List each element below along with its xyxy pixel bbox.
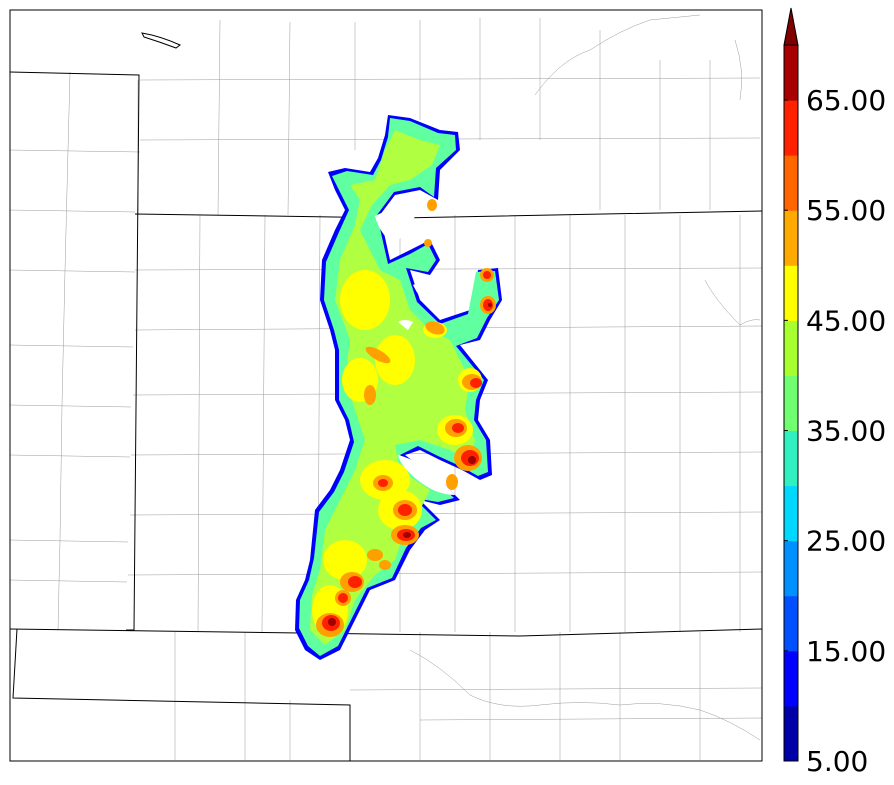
lake-outline [141,32,181,49]
colorbar-band [784,100,798,156]
colorbar-bands [784,45,798,762]
map-frame [9,9,763,762]
colorbar-band [784,705,798,762]
colorbar-tick-label: 25.00 [806,525,886,558]
colorbar-tick-label: 5.00 [806,745,868,778]
colorbar-tick-label: 45.00 [806,304,886,337]
colorbar-band [784,485,798,542]
colorbar-band [784,540,798,597]
reflectivity-field [295,115,502,660]
colorbar-band [784,320,798,376]
colorbar-frame [783,44,799,762]
colorbar-band [784,155,798,211]
colorbar-band [784,45,798,101]
colorbar-band [784,210,798,266]
colorbar-tick-label: 35.00 [806,415,886,448]
colorbar-tick-label: 15.00 [806,635,886,668]
colorbar-band [784,375,798,432]
colorbar-labels: 5.00 15.00 25.00 35.00 45.00 55.00 65.00 [784,84,886,778]
colorbar: 5.00 15.00 25.00 35.00 45.00 55.00 65.00 [783,7,886,778]
colorbar-band [784,650,798,707]
colorbar-tick-label: 55.00 [806,194,886,227]
state-boundaries [10,71,762,761]
colorbar-extend-arrow [783,7,799,46]
colorbar-band [784,265,798,321]
colorbar-tick-label: 65.00 [806,84,886,117]
colorbar-band [784,595,798,652]
colorbar-band [784,430,798,487]
